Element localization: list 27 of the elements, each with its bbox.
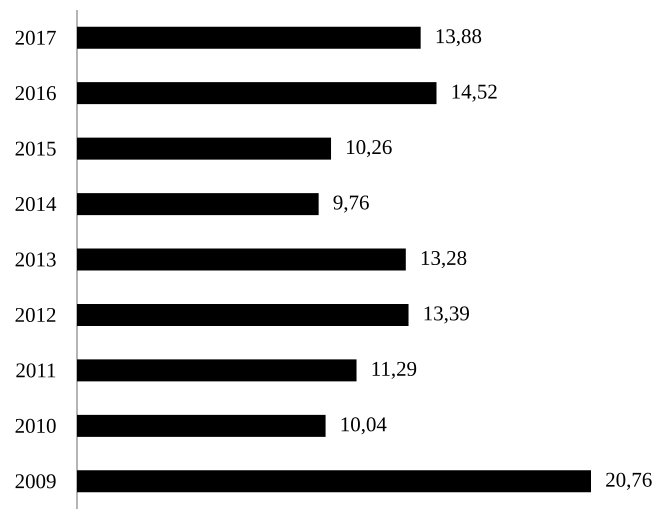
- y-tick-label: 2009: [16, 474, 56, 488]
- data-label: 13,39: [424, 306, 469, 324]
- y-tick-label: 2012: [16, 308, 56, 322]
- y-tick-label: 2011: [16, 363, 56, 378]
- bar: [77, 470, 592, 492]
- bar: [77, 359, 357, 382]
- data-label: 10,26: [347, 140, 392, 158]
- data-label: 14,52: [452, 84, 497, 102]
- bar: [77, 414, 326, 437]
- y-tick-label: 2014: [16, 197, 56, 212]
- bar: [77, 26, 421, 49]
- y-tick-label: 2017: [16, 30, 56, 45]
- data-label: 9,76: [334, 196, 369, 213]
- data-label: 13,88: [436, 29, 482, 46]
- bar: [77, 82, 437, 104]
- y-tick-label: 2010: [16, 418, 56, 433]
- bar: [77, 248, 406, 271]
- bar: [77, 138, 332, 160]
- y-tick-label: 2016: [16, 86, 56, 100]
- data-label: 13,28: [422, 250, 466, 268]
- bar: [77, 304, 409, 326]
- y-tick-label: 2013: [16, 252, 56, 267]
- y-tick-label: 2015: [16, 142, 56, 156]
- data-label: 10,04: [342, 417, 387, 434]
- bar: [77, 193, 319, 216]
- data-label: 11,29: [372, 362, 416, 379]
- data-label: 20,76: [606, 472, 652, 490]
